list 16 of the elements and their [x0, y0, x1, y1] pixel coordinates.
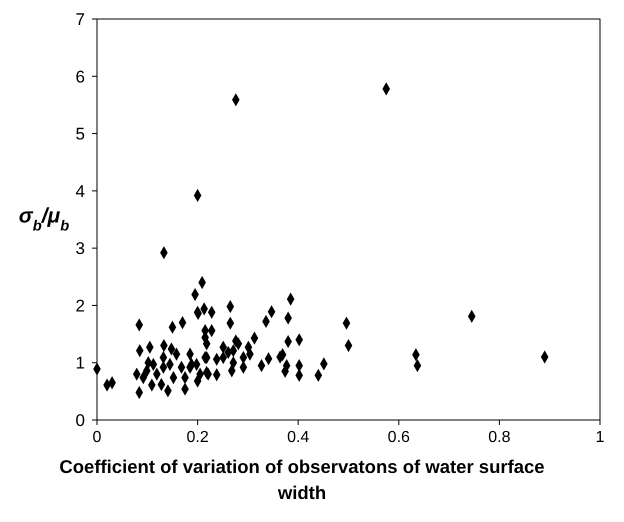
- y-tick-label: 0: [76, 411, 85, 430]
- y-tick-label: 3: [76, 239, 85, 258]
- x-tick-label: 0: [92, 429, 102, 446]
- x-tick-label: 0.2: [186, 429, 209, 446]
- x-tick-label: 0.6: [388, 429, 410, 446]
- x-tick-label: 0.4: [287, 429, 310, 446]
- y-tick-label: 7: [76, 10, 85, 29]
- y-tick-label: 6: [76, 67, 85, 86]
- y-axis-title: σ$_{b}$/μ$_{b}$: [18, 204, 70, 234]
- y-tick-label: 2: [76, 296, 85, 316]
- y-tick-label: 1: [76, 354, 85, 373]
- x-tick-label: 1: [596, 429, 605, 446]
- x-tick-label: 0.8: [488, 429, 511, 446]
- x-axis-title: Coefficient of variation of observatons of water surface width: [58, 455, 546, 505]
- y-tick-label: 5: [76, 124, 85, 144]
- y-tick-label: 4: [76, 182, 85, 201]
